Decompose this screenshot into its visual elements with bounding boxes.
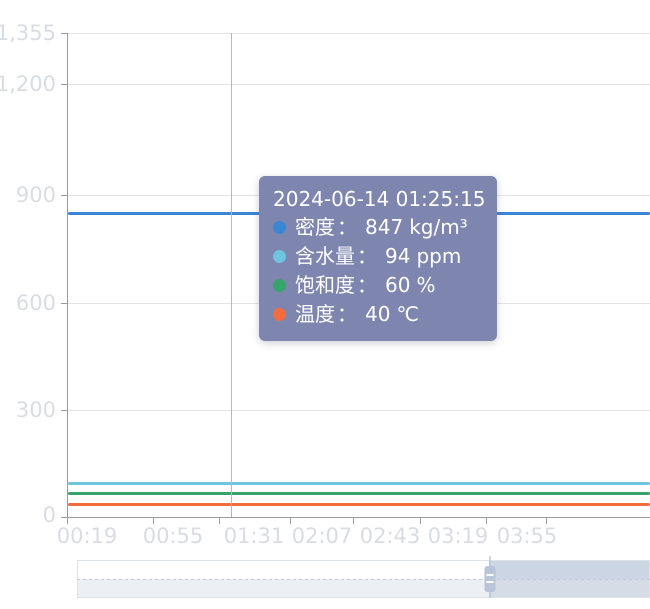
x-tick-4 (353, 518, 354, 524)
y-axis-label-0: 0 (42, 503, 56, 527)
tooltip-timestamp: 2024-06-14 01:25:15 (273, 187, 486, 211)
y-axis-label-600: 600 (15, 291, 56, 315)
x-axis-label-6: 03:55 (496, 524, 558, 548)
chart-tooltip: 2024-06-14 01:25:15 密度 ： 847 kg/m³ 含水量 ：… (259, 176, 497, 341)
tooltip-separator-density: ： (337, 215, 357, 239)
x-axis-label-0: 00:19 (56, 524, 118, 548)
tooltip-value-density: 847 (365, 215, 404, 239)
series-line-saturation (68, 492, 650, 495)
tooltip-row-temperature: 温度 ： 40 ℃ (273, 300, 483, 329)
data-zoom-handle[interactable] (484, 566, 496, 592)
y-axis-label-900: 900 (15, 183, 56, 207)
tooltip-value-temperature: 40 (365, 302, 391, 326)
y-tick-1200 (61, 84, 67, 85)
x-tick-6 (486, 518, 487, 524)
y-axis-line (67, 33, 68, 517)
tooltip-separator-moisture: ： (357, 244, 377, 268)
series-dot-temperature-icon (273, 308, 286, 321)
y-axis-label-1355: 1,355 (0, 21, 56, 45)
x-axis-label-1: 00:55 (142, 524, 204, 548)
y-axis-label-300: 300 (15, 398, 56, 422)
tooltip-row-density: 密度 ： 847 kg/m³ (273, 213, 483, 242)
x-axis-label-3: 02:07 (291, 524, 353, 548)
tooltip-separator-temperature: ： (337, 302, 357, 326)
x-tick-0 (67, 518, 68, 524)
tooltip-label-moisture: 含水量 (295, 244, 355, 268)
tooltip-unit-temperature: ℃ (396, 302, 419, 326)
gridline-1200 (67, 84, 650, 85)
y-axis-label-1200: 1,200 (0, 72, 56, 96)
tooltip-value-saturation: 60 (385, 273, 411, 297)
series-dot-moisture-icon (273, 250, 286, 263)
x-tick-7 (546, 518, 547, 524)
x-axis-label-5: 03:19 (427, 524, 489, 548)
tooltip-separator-saturation: ： (357, 273, 377, 297)
y-tick-300 (61, 410, 67, 411)
y-tick-1355 (61, 33, 67, 34)
series-dot-density-icon (273, 221, 286, 234)
tooltip-value-moisture: 94 (385, 244, 411, 268)
tooltip-label-temperature: 温度 (295, 302, 335, 326)
x-tick-5 (420, 518, 421, 524)
x-axis-label-4: 02:43 (359, 524, 421, 548)
data-zoom-baseline (77, 579, 650, 580)
tooltip-label-saturation: 饱和度 (295, 273, 355, 297)
y-tick-900 (61, 195, 67, 196)
data-zoom-slider[interactable] (77, 556, 650, 598)
x-tick-1 (153, 518, 154, 524)
x-axis-label-2: 01:31 (223, 524, 285, 548)
tooltip-unit-density: kg/m³ (409, 215, 468, 239)
tooltip-unit-moisture: ppm (416, 244, 462, 268)
series-line-temperature (68, 503, 650, 506)
x-tick-3 (290, 518, 291, 524)
x-tick-2 (219, 518, 220, 524)
data-zoom-data-shadow (77, 579, 650, 598)
tooltip-label-density: 密度 (295, 215, 335, 239)
gridline-300 (67, 410, 650, 411)
x-axis-line (67, 517, 650, 518)
y-tick-600 (61, 303, 67, 304)
y-tick-0 (61, 517, 67, 518)
tooltip-row-moisture: 含水量 ： 94 ppm (273, 242, 483, 271)
gridline-1355 (67, 33, 650, 34)
axis-pointer-line (231, 33, 232, 517)
series-dot-saturation-icon (273, 279, 286, 292)
tooltip-row-saturation: 饱和度 ： 60 % (273, 271, 483, 300)
tooltip-unit-saturation: % (416, 273, 436, 297)
series-line-moisture (68, 482, 650, 485)
